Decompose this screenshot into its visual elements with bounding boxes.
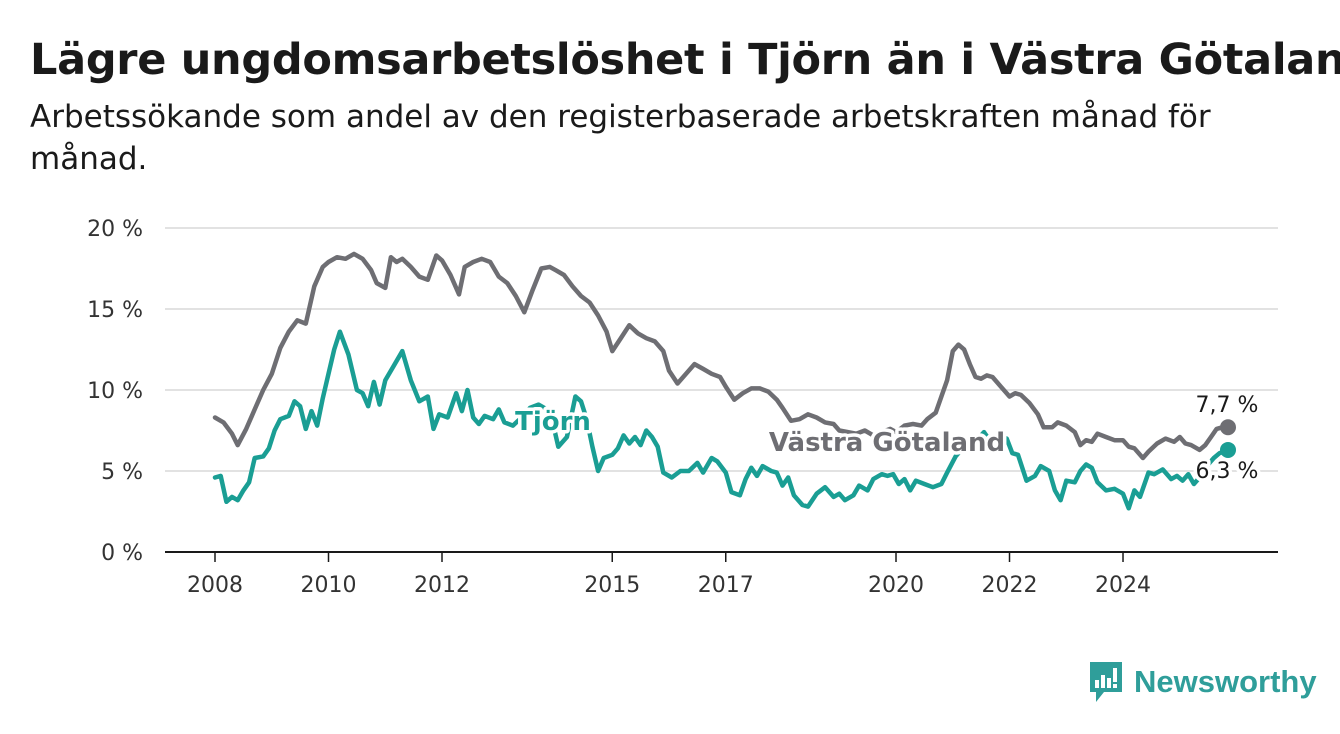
y-tick-label: 20 % (87, 217, 143, 242)
newsworthy-logo-text: Newsworthy (1134, 664, 1317, 699)
series-line-tjorn (212, 329, 1231, 511)
x-tick-label: 2015 (584, 573, 640, 598)
chart-title: Lägre ungdomsarbetslöshet i Tjörn än i V… (30, 35, 1340, 85)
end-label-tjorn-group: 6,3 %6,3 % (1192, 456, 1262, 488)
newsworthy-logo: Newsworthy (1088, 660, 1317, 704)
chart-subtitle: Arbetssökande som andel av den registerb… (30, 99, 1211, 177)
y-tick-label: 15 % (87, 298, 143, 323)
x-axis-ticks: 2008 2010 2012 2015 2017 2020 2022 2024 (187, 552, 1151, 598)
series-lines (212, 251, 1236, 511)
x-tick-label: 2022 (982, 573, 1038, 598)
end-point-vastra-gotaland (1220, 419, 1236, 436)
series-label-vastra-gotaland-halo: Västra Götaland (769, 428, 1005, 458)
y-tick-label: 0 % (101, 541, 143, 566)
end-label-tjorn-halo: 6,3 % (1196, 459, 1259, 484)
x-tick-label: 2024 (1095, 573, 1151, 598)
series-line-vastra-gotaland (212, 251, 1231, 461)
x-tick-label: 2008 (187, 573, 243, 598)
x-tick-label: 2017 (698, 573, 754, 598)
series-label-vastra-gotaland: Västra Götaland (769, 428, 1005, 458)
y-tick-label: 10 % (87, 379, 143, 404)
x-tick-label: 2010 (301, 573, 357, 598)
series-label-tjorn: Tjörn (515, 407, 591, 437)
end-label-vastra-gotaland: 7,7 % (1196, 393, 1259, 418)
series-label-tjorn-halo: Tjörn (515, 407, 591, 437)
y-axis-ticks: 0 % 5 % 10 % 15 % 20 % (87, 217, 143, 566)
x-tick-label: 2012 (414, 573, 470, 598)
newsworthy-logo-icon (1090, 662, 1122, 702)
x-tick-label: 2020 (868, 573, 924, 598)
end-label-tjorn: 6,3 % (1196, 459, 1259, 484)
end-point-tjorn (1220, 441, 1236, 458)
y-tick-label: 5 % (101, 460, 143, 485)
end-label-vastra-gotaland-group: 7,7 %7,7 % (1192, 390, 1262, 422)
end-label-vastra-gotaland-halo: 7,7 % (1196, 393, 1259, 418)
